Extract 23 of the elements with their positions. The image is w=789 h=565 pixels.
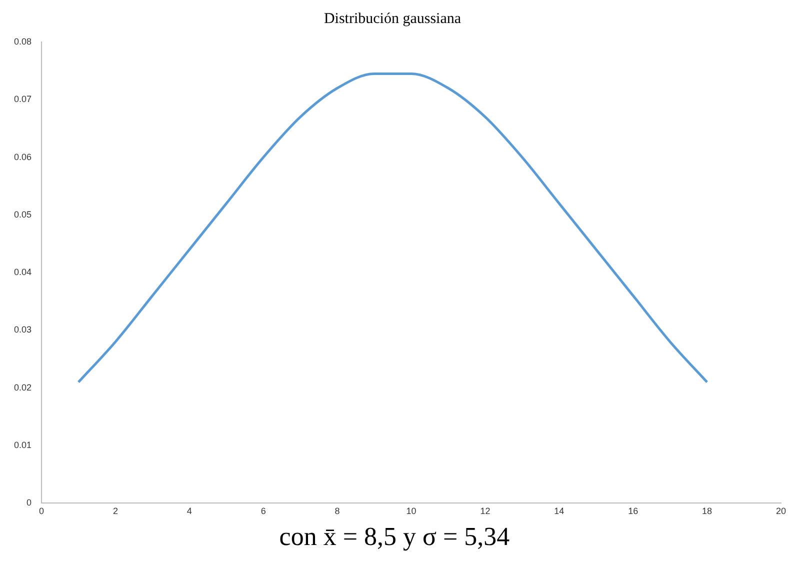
x-tick-label: 2 xyxy=(112,506,118,516)
x-tick-label: 20 xyxy=(776,506,786,516)
y-tick-label: 0.05 xyxy=(14,209,32,220)
y-tick-label: 0.02 xyxy=(14,382,32,392)
x-tick-label: 0 xyxy=(39,506,44,516)
chart-title: Distribución gaussiana xyxy=(324,10,462,27)
y-tick-label: 0 xyxy=(26,498,32,508)
y-tick-label: 0.03 xyxy=(14,324,32,335)
y-tick-label: 0.06 xyxy=(14,152,32,162)
y-tick-label: 0.07 xyxy=(14,94,32,104)
x-tick-label: 12 xyxy=(480,506,490,516)
text: con x̄ = 8,5 y σ = 5,34 xyxy=(278,522,511,552)
y-tick-label: 0.04 xyxy=(14,267,32,278)
x-tick-label: 8 xyxy=(334,506,340,516)
y-tick-label: 0.01 xyxy=(14,440,32,450)
x-tick-label: 14 xyxy=(554,506,564,516)
x-tick-label: 10 xyxy=(406,506,416,516)
line-series xyxy=(77,72,708,384)
x-tick-label: 4 xyxy=(186,506,192,516)
x-tick-label: 18 xyxy=(702,506,712,516)
x-tick-label: 16 xyxy=(628,506,638,516)
x-tick-label: 6 xyxy=(260,506,266,516)
y-tick-label: 0.08 xyxy=(14,36,32,46)
